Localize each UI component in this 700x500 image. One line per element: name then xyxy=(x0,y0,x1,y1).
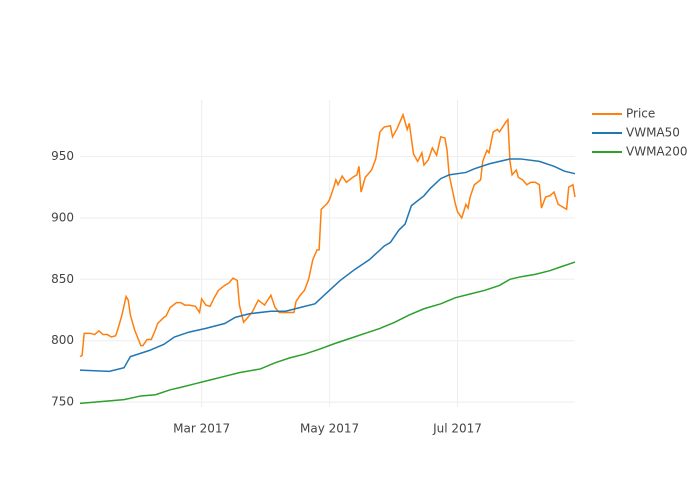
legend-label: Price xyxy=(626,107,655,121)
x-tick-label: May 2017 xyxy=(300,422,359,436)
legend-label: VWMA200 xyxy=(626,145,688,159)
x-tick-label: Jul 2017 xyxy=(432,422,482,436)
y-tick-label: 950 xyxy=(51,149,74,163)
y-tick-label: 850 xyxy=(51,272,74,286)
x-tick-label: Mar 2017 xyxy=(173,422,230,436)
y-tick-label: 900 xyxy=(51,210,74,224)
line-series xyxy=(79,158,576,373)
line-series xyxy=(79,112,576,358)
line-series xyxy=(79,261,576,405)
y-tick-label: 800 xyxy=(51,333,74,347)
y-tick-label: 750 xyxy=(51,395,74,409)
legend-label: VWMA50 xyxy=(626,126,680,140)
